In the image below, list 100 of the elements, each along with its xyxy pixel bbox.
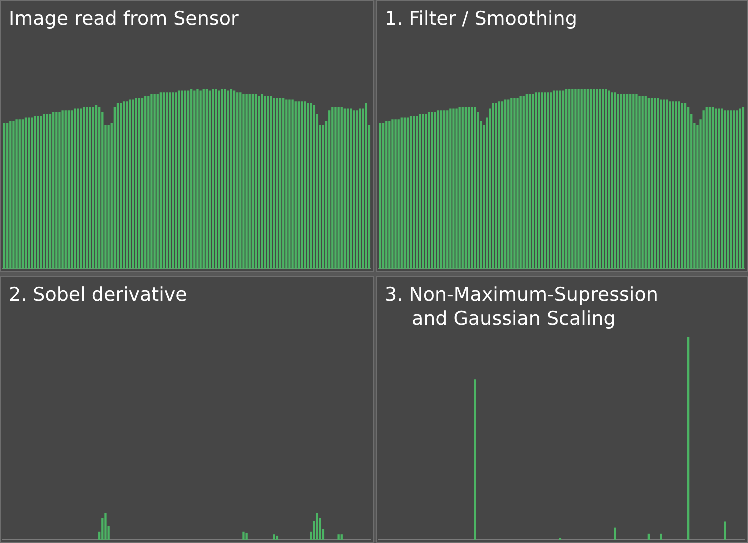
bar xyxy=(298,102,300,269)
bar xyxy=(514,98,516,269)
bar xyxy=(12,121,15,269)
bar xyxy=(608,90,610,269)
bar xyxy=(178,90,180,269)
bar xyxy=(187,90,190,269)
bar xyxy=(273,534,276,540)
bar xyxy=(104,513,107,540)
bar xyxy=(31,118,34,269)
bar xyxy=(141,98,144,269)
bar xyxy=(52,112,55,269)
bar xyxy=(657,98,660,269)
bar xyxy=(712,107,714,269)
bar xyxy=(714,108,718,269)
bar xyxy=(300,102,304,269)
bar xyxy=(495,103,498,269)
bar xyxy=(129,100,132,269)
bar xyxy=(43,114,46,269)
bar xyxy=(264,96,266,269)
bar xyxy=(458,107,461,269)
bar xyxy=(678,102,680,269)
bar xyxy=(181,90,184,269)
chart-title: Image read from Sensor xyxy=(9,7,240,31)
bar xyxy=(404,118,406,269)
bar xyxy=(70,110,74,269)
bar xyxy=(541,92,544,269)
bar xyxy=(154,94,156,269)
bar xyxy=(470,107,474,269)
bar xyxy=(83,107,86,269)
bar xyxy=(501,102,504,269)
bar xyxy=(413,116,416,269)
bar xyxy=(733,110,736,269)
bar xyxy=(669,102,672,269)
bar xyxy=(304,102,306,269)
bar xyxy=(528,94,532,269)
bar xyxy=(684,103,687,269)
bar xyxy=(338,107,340,269)
bar xyxy=(605,89,608,269)
bar xyxy=(464,107,467,269)
bar xyxy=(206,89,208,269)
bar xyxy=(559,90,562,269)
bar xyxy=(474,380,476,540)
bar xyxy=(706,107,708,269)
bar xyxy=(202,89,205,269)
bar xyxy=(16,120,18,269)
bar xyxy=(196,89,199,269)
bar xyxy=(648,534,650,540)
bar xyxy=(273,98,276,269)
bar xyxy=(623,94,626,269)
bar xyxy=(28,118,30,269)
bar xyxy=(156,94,159,269)
bar xyxy=(240,92,242,269)
bar xyxy=(95,105,98,269)
bar xyxy=(92,107,95,269)
bar xyxy=(556,90,558,269)
bar xyxy=(599,89,602,269)
bar xyxy=(135,98,138,269)
bar xyxy=(46,114,49,269)
bar xyxy=(632,94,635,269)
bar xyxy=(510,98,513,269)
bar xyxy=(236,92,239,269)
bar xyxy=(288,100,291,269)
bar xyxy=(532,94,534,269)
bar xyxy=(672,102,674,269)
bar xyxy=(340,534,343,540)
bar xyxy=(166,92,168,269)
bar xyxy=(400,118,403,269)
bar xyxy=(450,108,452,269)
bar xyxy=(3,123,6,269)
bar xyxy=(553,90,556,269)
bar xyxy=(620,94,623,269)
bar xyxy=(382,123,385,269)
bar xyxy=(730,110,732,269)
bar xyxy=(492,103,494,269)
bar xyxy=(138,98,141,269)
bar xyxy=(398,120,400,269)
bar xyxy=(310,103,312,269)
bar xyxy=(344,108,346,269)
bar xyxy=(346,108,350,269)
bar xyxy=(190,89,193,269)
bar xyxy=(114,107,116,269)
bar xyxy=(200,90,202,269)
bar xyxy=(224,89,226,269)
bar xyxy=(108,125,110,269)
bar xyxy=(98,107,101,269)
bar xyxy=(660,100,662,269)
bar xyxy=(77,108,80,269)
bar xyxy=(248,94,251,269)
bar xyxy=(452,108,455,269)
bar xyxy=(596,89,598,269)
bar xyxy=(724,522,726,540)
bar xyxy=(419,114,422,269)
bar xyxy=(739,108,742,269)
bar xyxy=(392,120,394,269)
bar xyxy=(86,107,88,269)
bar xyxy=(688,337,690,540)
bar xyxy=(242,532,245,540)
bar xyxy=(584,89,586,269)
bar xyxy=(666,100,668,269)
bar xyxy=(353,110,356,269)
